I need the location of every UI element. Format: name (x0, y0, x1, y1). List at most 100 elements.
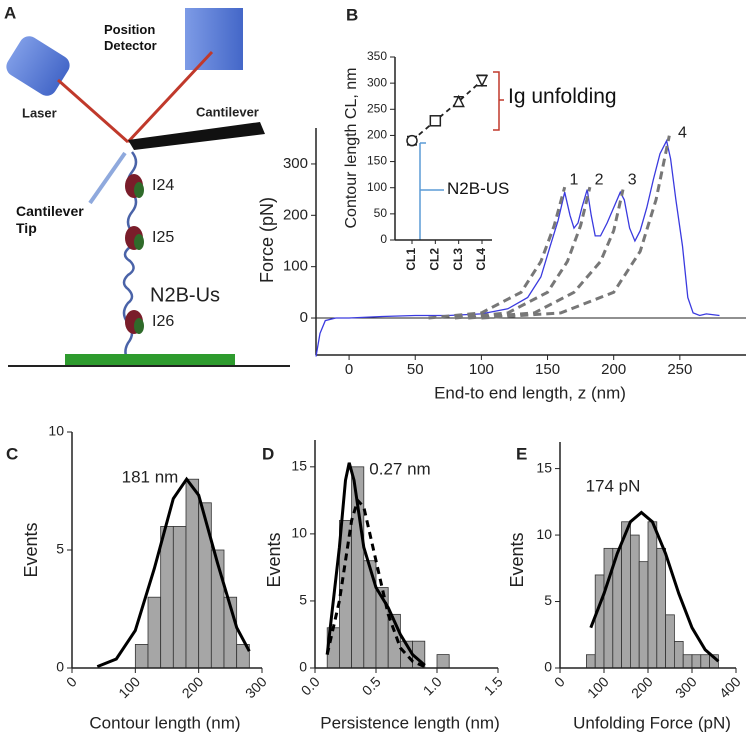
peak-label: 2 (595, 172, 604, 189)
y-tick-label: 350 (367, 49, 387, 63)
x-tick-label: 200 (628, 673, 656, 701)
x-tick-label: 300 (672, 673, 700, 701)
y-tick-label: 0 (56, 659, 64, 675)
x-tick-label: 200 (601, 361, 626, 378)
y-tick-label: 10 (291, 525, 307, 541)
y-tick-label: 50 (374, 206, 388, 220)
x-axis-label: End-to end length, z (nm) (434, 383, 626, 402)
panel-letter: B (346, 5, 358, 24)
x-tick-label: 100 (469, 361, 494, 378)
cantilever (128, 122, 265, 150)
x-tick-label: 150 (535, 361, 560, 378)
fit-curve (325, 462, 426, 667)
bar (147, 596, 162, 669)
inset-brackets (419, 71, 504, 240)
x-tick-label: 50 (407, 361, 424, 378)
inset-annotation: N2B-US (447, 179, 510, 198)
y-tick-label: 100 (283, 258, 308, 275)
x-tick-label: 400 (716, 673, 744, 701)
y-tick-label: 5 (299, 592, 307, 608)
force-trace (315, 138, 720, 357)
y-tick-label: 5 (544, 592, 552, 608)
domain-label: I25 (152, 229, 174, 246)
cantilever-label: Cantilever (196, 104, 259, 119)
bar (436, 654, 450, 669)
bracket (493, 71, 504, 131)
x-axis-label: Contour length (nm) (89, 713, 240, 732)
x-tick-label: 0 (345, 361, 353, 378)
x-tick-label: 1.0 (420, 673, 445, 698)
setup-drawing: A I24 I25 I26 N2B-Us Laser Cantilever (4, 3, 290, 367)
marker (429, 115, 442, 127)
x-tick-label: CL4 (474, 248, 488, 271)
fit-curve (589, 510, 720, 663)
x-tick-label: 200 (179, 673, 207, 701)
bar (656, 547, 666, 669)
y-tick-label: 15 (291, 458, 307, 474)
bar (700, 654, 710, 669)
y-tick-label: 150 (367, 154, 387, 168)
bar (594, 574, 605, 669)
annotation: 174 pN (586, 476, 641, 495)
peak-label: 3 (628, 172, 637, 189)
domain-label: I24 (152, 177, 174, 194)
bar (647, 521, 658, 669)
peak-label: 1 (570, 172, 579, 189)
substrate (65, 354, 235, 365)
y-tick-label: 250 (367, 101, 387, 115)
x-axis-label: Unfolding Force (pN) (573, 713, 731, 732)
bar (665, 614, 675, 669)
bar (185, 478, 200, 669)
y-tick-label: 5 (56, 541, 64, 557)
bar (160, 526, 174, 669)
laser-beam (126, 50, 214, 144)
laser (6, 36, 70, 96)
bar (682, 654, 693, 669)
x-tick-label: 0 (63, 673, 80, 690)
y-tick-label: 15 (536, 459, 552, 475)
x-tick-label: 1.5 (481, 673, 506, 698)
y-tick-label: 100 (367, 180, 387, 194)
panel-letter: A (4, 3, 16, 22)
marker (452, 94, 465, 108)
y-tick-label: 0 (300, 309, 308, 326)
arrow (88, 151, 127, 205)
y-axis-label: Events (264, 532, 284, 587)
bar (586, 654, 596, 669)
x-tick-label: CL2 (428, 248, 442, 271)
detector-label: Position Detector (104, 22, 157, 53)
y-tick-label: 200 (367, 128, 387, 142)
y-tick-label: 0 (299, 659, 307, 675)
panel-letter: D (262, 444, 274, 463)
annotation: 181 nm (122, 467, 179, 486)
x-tick-label: 0.0 (298, 673, 323, 698)
fit-curve (454, 186, 592, 320)
marker (475, 74, 489, 88)
y-tick-label: 300 (367, 75, 387, 89)
laser-beam (57, 78, 129, 144)
domain (134, 182, 144, 334)
panel-letter: C (6, 444, 18, 463)
bar (691, 654, 702, 669)
fit-curve (468, 189, 625, 320)
x-tick-label: 100 (584, 673, 612, 701)
tip-label: Cantilever Tip (16, 203, 84, 236)
x-tick-label: 100 (115, 673, 143, 701)
y-axis-label: Force (pN) (257, 197, 277, 283)
y-tick-label: 300 (283, 155, 308, 172)
y-axis-label: Contour length CL, nm (343, 68, 360, 229)
x-tick-label: CL3 (451, 248, 465, 271)
y-axis-label: Events (21, 522, 41, 577)
y-tick-label: 0 (380, 232, 387, 246)
inset-annotation: Ig unfolding (508, 85, 617, 108)
domain-label: I26 (152, 313, 174, 330)
bar (198, 502, 212, 669)
x-axis-label: Persistence length (nm) (320, 713, 500, 732)
fit-curve (96, 476, 251, 668)
fit-curve (428, 186, 567, 320)
y-tick-label: 10 (48, 423, 64, 439)
bar (638, 561, 649, 669)
detector (185, 8, 243, 70)
